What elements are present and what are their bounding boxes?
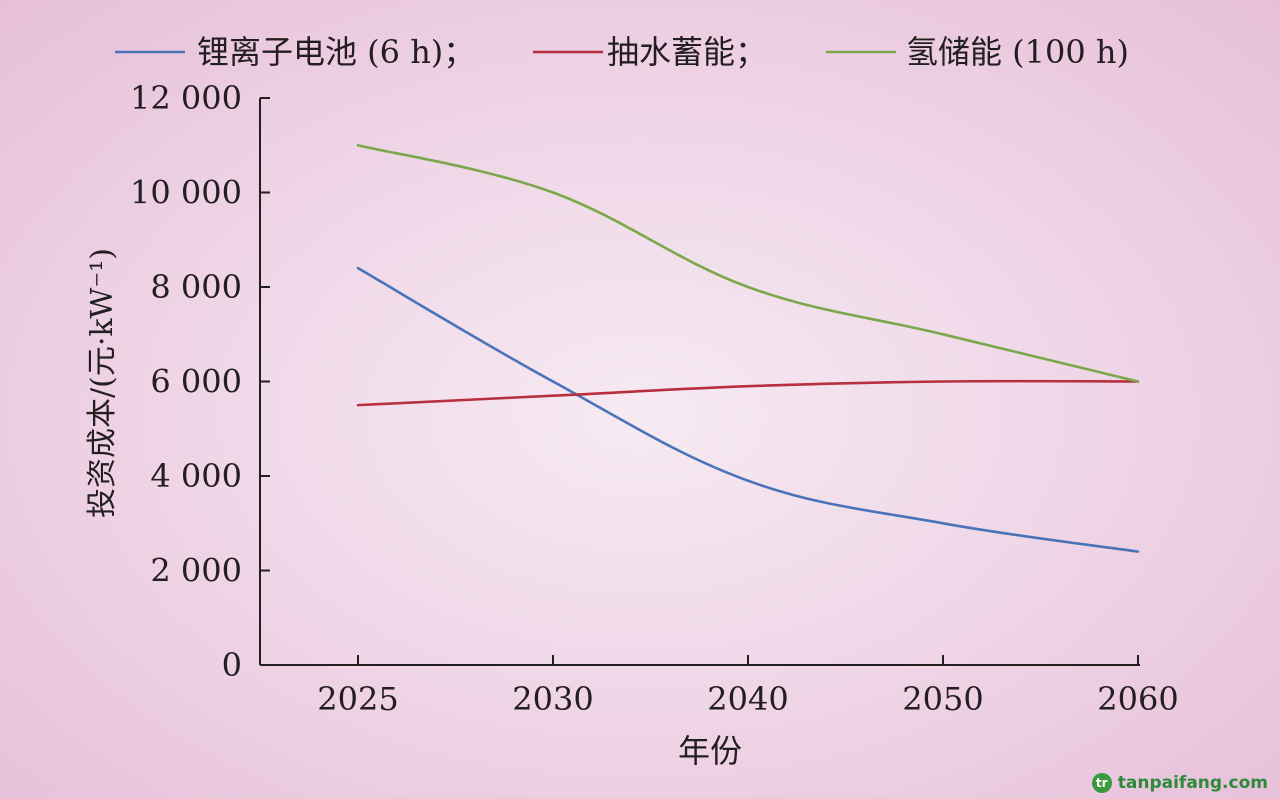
legend-item-pumped-hydro: 抽水蓄能； bbox=[533, 33, 767, 71]
y-tick-label: 2 000 bbox=[150, 552, 242, 590]
legend-label: 抽水蓄能； bbox=[607, 33, 767, 71]
watermark-text: tanpaifang.com bbox=[1117, 773, 1268, 793]
tanpaifang-logo-icon: tr bbox=[1091, 773, 1112, 793]
legend: 锂离子电池 (6 h)； 抽水蓄能； 氢储能 (100 h) bbox=[115, 33, 1129, 71]
hydrogen-storage-line bbox=[356, 143, 1140, 383]
axes: 0 2 000 4 000 6 000 8 000 10 000 12 000 2025 203… bbox=[130, 79, 1179, 718]
lithium-ion-battery-line bbox=[356, 266, 1140, 553]
x-tick-label: 2040 bbox=[707, 680, 788, 718]
x-tick-label: 2030 bbox=[512, 680, 593, 718]
y-axis-label: 投资成本/(元·kW⁻¹) bbox=[85, 248, 120, 518]
legend-label: 氢储能 (100 h) bbox=[906, 33, 1129, 71]
x-axis-label: 年份 bbox=[678, 732, 742, 770]
y-tick-label: 0 bbox=[222, 646, 242, 684]
series-group bbox=[356, 143, 1140, 553]
y-tick-label: 8 000 bbox=[150, 268, 242, 306]
x-tick-label: 2050 bbox=[902, 680, 983, 718]
pumped-hydro-line bbox=[356, 379, 1140, 407]
legend-item-lithium-ion: 锂离子电池 (6 h)； bbox=[115, 33, 475, 71]
y-tick-label: 12 000 bbox=[130, 79, 242, 117]
legend-item-hydrogen: 氢储能 (100 h) bbox=[826, 33, 1129, 71]
y-tick-label: 10 000 bbox=[130, 174, 242, 212]
legend-label: 锂离子电池 (6 h)； bbox=[197, 33, 475, 71]
watermark: tr tanpaifang.com bbox=[1091, 773, 1268, 793]
x-tick-label: 2025 bbox=[317, 680, 398, 718]
y-tick-label: 6 000 bbox=[150, 363, 242, 401]
x-tick-label: 2060 bbox=[1097, 680, 1178, 718]
y-tick-label: 4 000 bbox=[150, 457, 242, 495]
